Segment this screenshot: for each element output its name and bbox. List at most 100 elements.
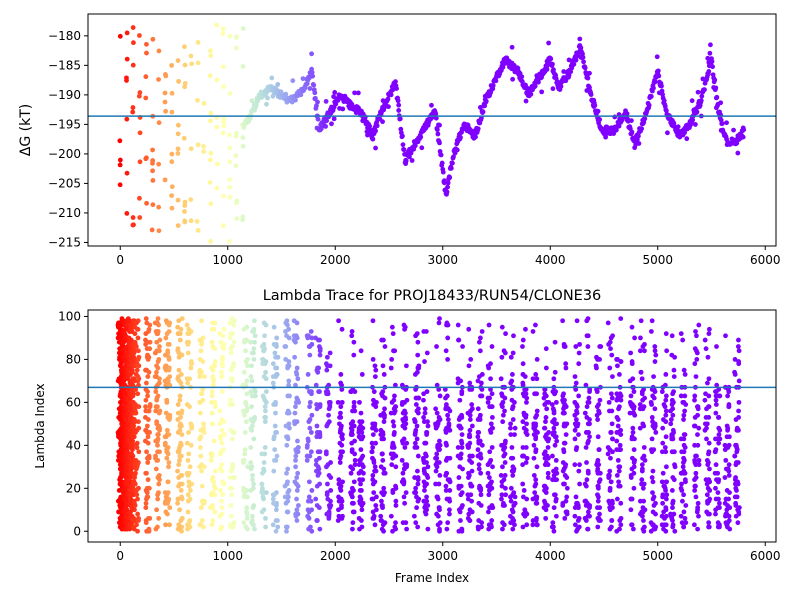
lambda-point [421,391,427,397]
lambda-point [293,464,298,470]
lambda-point [554,421,559,427]
lambda-point [379,526,385,532]
lambda-point [642,395,647,401]
lambda-point [683,503,689,508]
lambda-point [143,337,148,343]
lambda-point [184,440,190,446]
dg-point [386,104,391,110]
lambda-point [509,406,515,412]
lambda-point [177,427,183,433]
lambda-point [379,490,385,495]
dg-point [588,92,594,98]
dg-point [458,135,463,140]
dg-point [117,157,123,163]
lambda-point [388,410,394,416]
lambda-point [402,500,408,506]
lambda-point [305,335,311,341]
dg-point [731,127,736,133]
lambda-point [413,490,419,495]
lambda-point [670,498,676,504]
lambda-point [522,507,528,513]
lambda-point [631,410,637,416]
dg-point [214,22,220,28]
lambda-point [252,339,258,345]
lambda-point [228,397,234,403]
dg-point [175,223,181,229]
lambda-point [446,421,452,427]
lambda-point [339,505,344,511]
lambda-point [328,488,334,493]
lambda-point [263,369,269,375]
lambda-point [231,430,237,435]
lambda-point [185,331,191,337]
lambda-point [503,331,508,337]
lambda-point [219,524,225,530]
lambda-point [696,322,702,328]
lambda-point [663,408,669,414]
dg-point [221,119,227,124]
lambda-point [392,404,398,410]
lambda-point [477,417,483,422]
lambda-point [144,320,150,326]
lambda-point [314,402,319,407]
lambda-point [380,457,386,463]
lambda-point [348,389,354,395]
lambda-point [587,421,592,427]
lambda-point [381,372,387,377]
dg-point [587,70,592,76]
lambda-point [423,329,429,334]
lambda-point [716,425,722,431]
lambda-point [640,485,646,491]
lambda-point [659,522,665,528]
lambda-point [285,494,291,500]
lambda-point [694,350,700,356]
x-tick-label: 5000 [642,549,673,563]
lambda-point [435,442,441,448]
lambda-point [476,374,482,379]
lambda-point [490,425,495,431]
lambda-point [663,449,669,455]
lambda-point [260,470,265,476]
lambda-point [596,410,602,416]
lambda-point [564,485,570,491]
dg-point [169,159,175,165]
lambda-point [425,419,430,425]
lambda-point [485,399,491,405]
dg-point [227,132,232,138]
lambda-point [533,322,538,328]
lambda-point [671,430,677,435]
lambda-point [198,445,203,450]
lambda-point [487,395,492,401]
lambda-point [510,350,516,356]
lambda-point [336,498,342,504]
lambda-point [176,367,182,373]
lambda-point [357,457,363,463]
lambda-point [188,359,194,364]
x-tick-label: 0 [116,253,124,267]
lambda-point [705,485,711,491]
dg-point [708,42,713,48]
lambda-point [435,513,441,519]
lambda-point [607,468,613,474]
dg-point [370,136,376,142]
lambda-point [706,451,711,457]
lambda-point [326,419,332,425]
lambda-point [425,526,431,532]
lambda-point [156,376,162,382]
lambda-point [199,518,205,523]
lambda-point [533,477,539,483]
lambda-point [166,357,172,362]
lambda-point [129,359,135,364]
lambda-point [736,505,742,511]
lambda-point [722,442,728,448]
lambda-point [336,318,341,324]
lambda-point [641,445,647,450]
lambda-point [467,417,473,422]
lambda-point [660,425,666,431]
lambda-point [521,410,527,416]
lambda-point [726,402,732,407]
lambda-point [153,350,158,356]
lambda-point [143,518,149,523]
lambda-point [403,415,408,420]
lambda-point [401,322,407,328]
